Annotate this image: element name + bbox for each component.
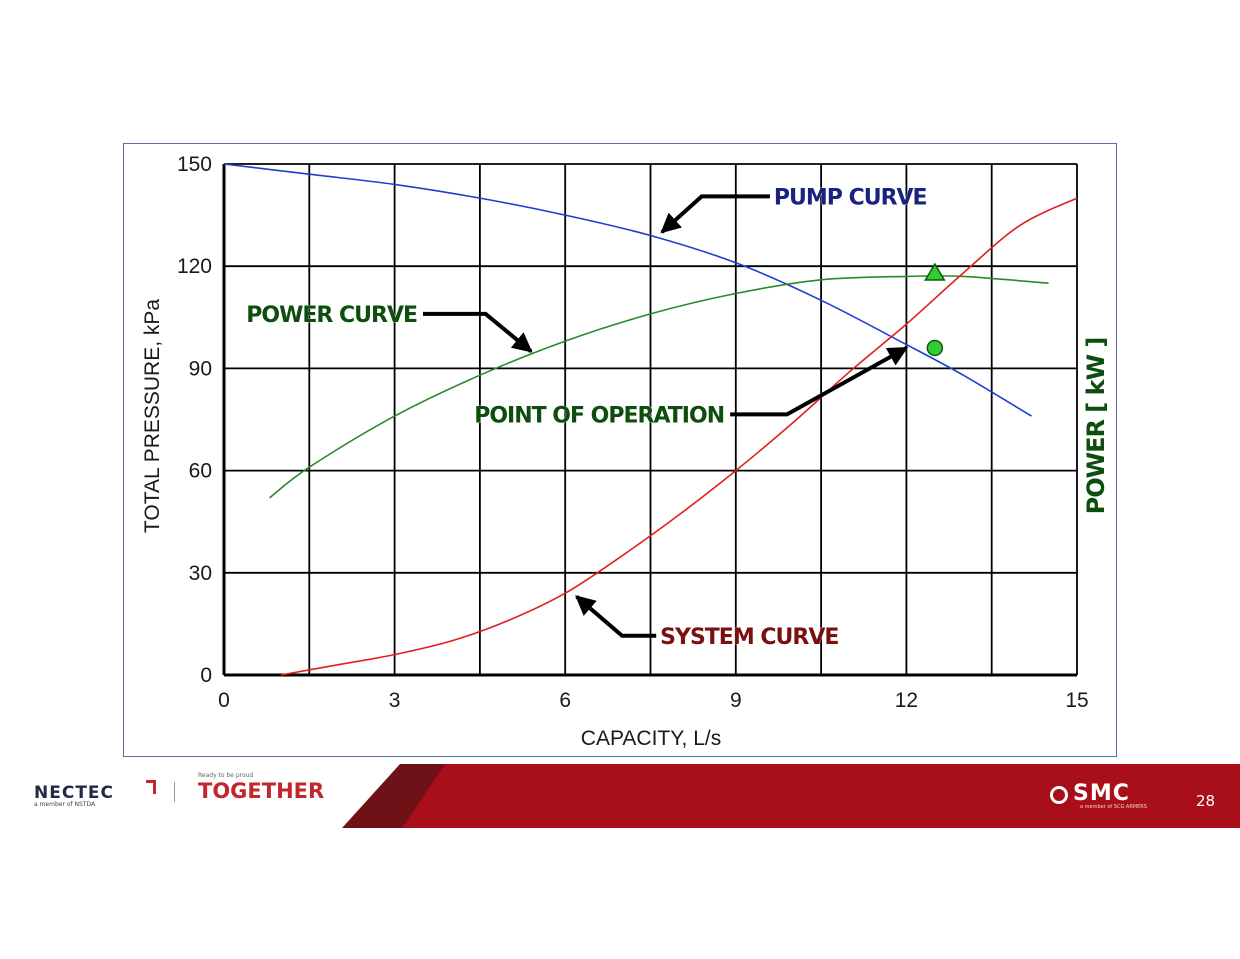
power-curve-line: [269, 274, 1049, 499]
nectec-subtitle: a member of NSTDA: [34, 801, 96, 808]
x-tick-label: 3: [389, 689, 401, 712]
smc-circle-icon: [1050, 786, 1068, 804]
grid-layer: [222, 163, 1078, 677]
chart-svg: PUMP CURVE POWER CURVE POINT OF OPERATION S…: [141, 153, 1110, 750]
operating-point-marker: [926, 339, 944, 357]
label-layer: PUMP CURVE POWER CURVE POINT OF OPERATION S…: [246, 185, 928, 650]
y-tick-label: 0: [200, 664, 212, 687]
x-tick-label: 12: [895, 689, 918, 712]
smc-logo: SMC a member of SCG ARMERS: [1050, 781, 1160, 811]
system-annotation-arrow: [575, 595, 657, 638]
together-logo-text: TOGETHER: [198, 779, 325, 803]
arrow-layer: [423, 194, 909, 638]
page-number: 28: [1196, 792, 1216, 810]
system-curve-line: [280, 197, 1078, 676]
y-tick-label: 120: [177, 255, 212, 278]
y-tick-label: 150: [177, 153, 212, 176]
pump-annotation-arrow: [660, 194, 770, 234]
nectec-mark-icon: [146, 780, 156, 794]
y-axis-title: TOTAL PRESSURE, kPa: [141, 299, 164, 533]
x-tick-label: 6: [559, 689, 571, 712]
x-tick-label: 9: [730, 689, 742, 712]
marker-layer: [924, 262, 946, 357]
y-tick-label: 90: [189, 357, 212, 380]
footer-band: [342, 764, 1240, 828]
nectec-logo-text: NECTEC: [34, 783, 115, 803]
smc-logo-text: SMC: [1073, 781, 1130, 806]
operation-curve-label: POINT OF OPERATION: [474, 403, 724, 428]
chart-frame: PUMP CURVE POWER CURVE POINT OF OPERATION S…: [123, 143, 1117, 757]
operation-annotation-arrow: [730, 346, 909, 417]
power-point-marker: [924, 262, 946, 281]
footer-band-red: [402, 764, 1240, 828]
nectec-logo: NECTEC a member of NSTDA: [34, 780, 164, 810]
together-logo: Ready to be proud TOGETHER: [198, 772, 338, 806]
y-tick-label: 30: [189, 562, 212, 585]
power-annotation-arrow: [423, 311, 533, 353]
together-tagline: Ready to be proud: [198, 772, 254, 779]
smc-subtitle: a member of SCG ARMERS: [1080, 804, 1147, 810]
logo-divider: [174, 782, 175, 802]
x-tick-label: 0: [218, 689, 230, 712]
system-curve-label: SYSTEM CURVE: [660, 625, 838, 650]
y-tick-label: 60: [189, 460, 212, 483]
series-layer: [223, 163, 1078, 676]
pump-curve-label: PUMP CURVE: [774, 185, 927, 210]
right-axis-title: POWER [ kW ]: [1082, 338, 1110, 515]
x-axis-title: CAPACITY, L/s: [581, 727, 721, 750]
x-tick-label: 15: [1065, 689, 1088, 712]
footer-band-dark-stripe: [342, 764, 460, 828]
power-curve-label: POWER CURVE: [246, 303, 417, 328]
pump-curve-line: [223, 163, 1032, 417]
